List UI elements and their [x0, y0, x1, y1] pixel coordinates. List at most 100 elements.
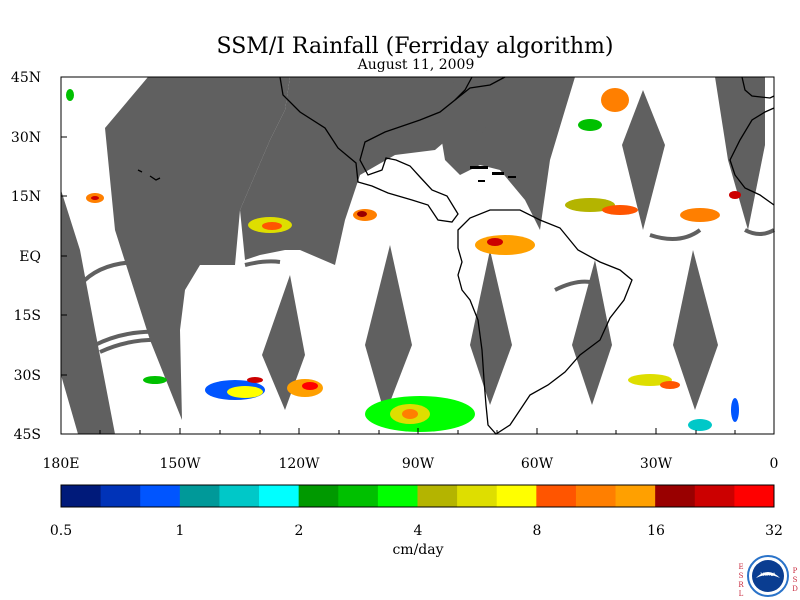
rain-patch [402, 409, 418, 419]
colorbar-tick-label: 2 [295, 523, 304, 539]
swath-arc [99, 337, 166, 354]
coastline-south-america [457, 209, 633, 435]
colorbar-tick-label: 4 [414, 523, 423, 539]
colorbar-cell [496, 485, 537, 507]
colorbar-unit-label: cm/day [392, 542, 443, 558]
rain-patch [731, 398, 739, 422]
logo-letter: S [793, 576, 798, 584]
colorbar-cell [694, 485, 735, 507]
island [470, 166, 488, 169]
lat-label: 30S [14, 368, 41, 384]
rain-patch [247, 377, 263, 383]
lon-label: 60W [521, 456, 554, 472]
colorbar-cell [615, 485, 656, 507]
noaa-logo-text: NOAA [760, 572, 776, 578]
data-gap-swaths [61, 77, 765, 434]
map-subtitle: August 11, 2009 [357, 57, 475, 73]
colorbar-cell [179, 485, 220, 507]
longitude-labels: 180E 150W 120W 90W 60W 30W 0 [43, 456, 779, 472]
colorbar-cell [61, 485, 102, 507]
colorbar-cell [734, 485, 775, 507]
colorbar-cell [338, 485, 379, 507]
coastline-hawaii [137, 169, 161, 181]
lat-label: 30N [11, 130, 41, 146]
colorbar-cell [655, 485, 696, 507]
caribbean-islands [470, 166, 516, 182]
coastlines [137, 76, 775, 435]
lon-label: 90W [402, 456, 435, 472]
logo-letter: R [738, 581, 744, 589]
lon-label: 180E [43, 456, 80, 472]
colorbar-tick-label: 0.5 [50, 523, 72, 539]
colorbar: 0.5 1 2 4 8 16 32 cm/day [50, 484, 783, 558]
rain-patch [628, 374, 672, 386]
data-gap-swath [262, 275, 305, 410]
swath-arc [94, 329, 161, 347]
rain-patch [357, 211, 367, 217]
rain-patch [578, 119, 602, 131]
colorbar-tick-label: 32 [765, 523, 783, 539]
logo-letter: D [792, 585, 798, 593]
noaa-logo-gull [756, 572, 780, 578]
rain-patch [680, 208, 720, 222]
rain-patch [475, 235, 535, 255]
colorbar-cell [457, 485, 498, 507]
rain-patch [565, 198, 615, 212]
swath-arc [469, 124, 531, 137]
logo-letter: S [739, 572, 744, 580]
colorbar-cell [575, 485, 617, 507]
lat-label: EQ [19, 249, 41, 265]
rain-patch [227, 386, 263, 398]
rain-patch [602, 205, 638, 215]
logo-letter: P [793, 567, 798, 575]
colorbar-frame [60, 484, 775, 508]
data-gap-swath [572, 260, 612, 405]
lat-label: 15S [14, 308, 41, 324]
colorbar-tick-labels: 0.5 1 2 4 8 16 32 [50, 523, 783, 539]
colorbar-cell [259, 485, 300, 507]
rain-patch [262, 222, 282, 230]
island [492, 172, 504, 175]
lon-label: 0 [770, 456, 779, 472]
swath-edge-arcs [78, 124, 775, 354]
lon-label: 150W [159, 456, 201, 472]
island [508, 176, 516, 178]
rain-patch [143, 376, 167, 384]
colorbar-cell [298, 485, 339, 507]
axis-ticks [60, 76, 736, 435]
map-panel: 45N 30N 15N EQ 15S 30S 45S 180E 150W 120… [11, 70, 779, 472]
latitude-labels: 45N 30N 15N EQ 15S 30S 45S [11, 70, 41, 443]
coastline-iberia [741, 76, 775, 99]
lat-label: 15N [11, 189, 41, 205]
colorbar-cell [219, 485, 260, 507]
rain-patch [487, 238, 503, 246]
data-gap-swath [622, 90, 665, 230]
colorbar-cell [100, 485, 141, 507]
colorbar-cells [61, 485, 775, 507]
swath-arc [244, 259, 281, 267]
data-gap-swath [61, 190, 115, 434]
data-gap-swath [105, 77, 290, 420]
rain-patch [660, 381, 680, 389]
noaa-esrl-psd-logo: NOAA E S R L P S D [738, 555, 798, 598]
data-gap-swath [440, 77, 575, 230]
swath-arc [649, 228, 702, 241]
data-gap-swath [365, 245, 412, 415]
swath-arc [744, 228, 775, 236]
rain-patch [302, 382, 318, 390]
lat-label: 45S [14, 427, 41, 443]
rain-patches [66, 88, 741, 432]
swath-arc [554, 279, 591, 292]
colorbar-cell [140, 485, 181, 507]
colorbar-cell [417, 485, 458, 507]
data-gap-swath [470, 250, 512, 405]
colorbar-tick-label: 1 [176, 523, 185, 539]
colorbar-tick-label: 16 [647, 523, 665, 539]
lon-label: 30W [640, 456, 673, 472]
logo-letter: E [738, 563, 743, 571]
rain-patch [729, 191, 741, 199]
swath-arc [78, 260, 141, 287]
rain-patch [601, 88, 629, 112]
rain-patch [91, 196, 99, 200]
